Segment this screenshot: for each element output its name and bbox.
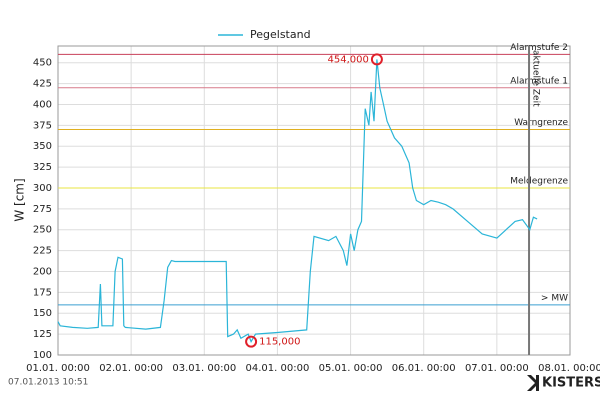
y-tick-label: 325 — [33, 162, 52, 173]
x-tick-label: 04.01. 00:00 — [246, 363, 310, 374]
y-tick-label: 300 — [33, 183, 52, 194]
x-tick-label: 05.01. 00:00 — [319, 363, 383, 374]
threshold-label: Alarmstufe 2 — [510, 43, 568, 53]
x-tick-label: 03.01. 00:00 — [172, 363, 236, 374]
y-tick-label: 125 — [33, 329, 52, 340]
y-axis-label: W [cm] — [13, 178, 27, 221]
y-tick-label: 350 — [33, 141, 52, 152]
threshold-label: > MW — [541, 293, 568, 303]
y-tick-label: 200 — [33, 266, 52, 277]
annotation-marker — [245, 335, 258, 348]
y-tick-label: 175 — [33, 287, 52, 298]
y-tick-label: 250 — [33, 225, 52, 236]
y-tick-label: 375 — [33, 120, 52, 131]
y-tick-label: 450 — [33, 58, 52, 69]
logo-icon — [527, 375, 539, 391]
y-tick-label: 150 — [33, 308, 52, 319]
threshold-label: Meldegrenze — [510, 176, 568, 186]
y-tick-label: 425 — [33, 79, 52, 90]
annotation-marker — [370, 53, 383, 66]
threshold-label: Warngrenze — [514, 118, 568, 128]
x-tick-label: 02.01. 00:00 — [99, 363, 163, 374]
plot-frame — [57, 45, 571, 356]
x-tick-label: 01.01. 00:00 — [26, 363, 90, 374]
logo: KISTERS — [542, 376, 600, 391]
y-tick-label: 225 — [33, 246, 52, 257]
y-tick-label: 100 — [33, 350, 52, 361]
x-tick-label: 08.01. 00:00 — [538, 363, 600, 374]
annotation-label: 115,000 — [259, 337, 300, 348]
y-tick-label: 275 — [33, 204, 52, 215]
annotation-label: 454,000 — [328, 54, 369, 65]
x-tick-label: 06.01. 00:00 — [392, 363, 456, 374]
legend-label: Pegelstand — [250, 28, 311, 41]
series-line — [57, 59, 538, 343]
timestamp: 07.01.2013 10:51 — [8, 378, 88, 388]
threshold-label: Alarmstufe 1 — [510, 76, 568, 86]
y-tick-label: 400 — [33, 99, 52, 110]
current-time-label: aktuelle Zeit — [531, 50, 541, 107]
x-tick-label: 07.01. 00:00 — [465, 363, 529, 374]
